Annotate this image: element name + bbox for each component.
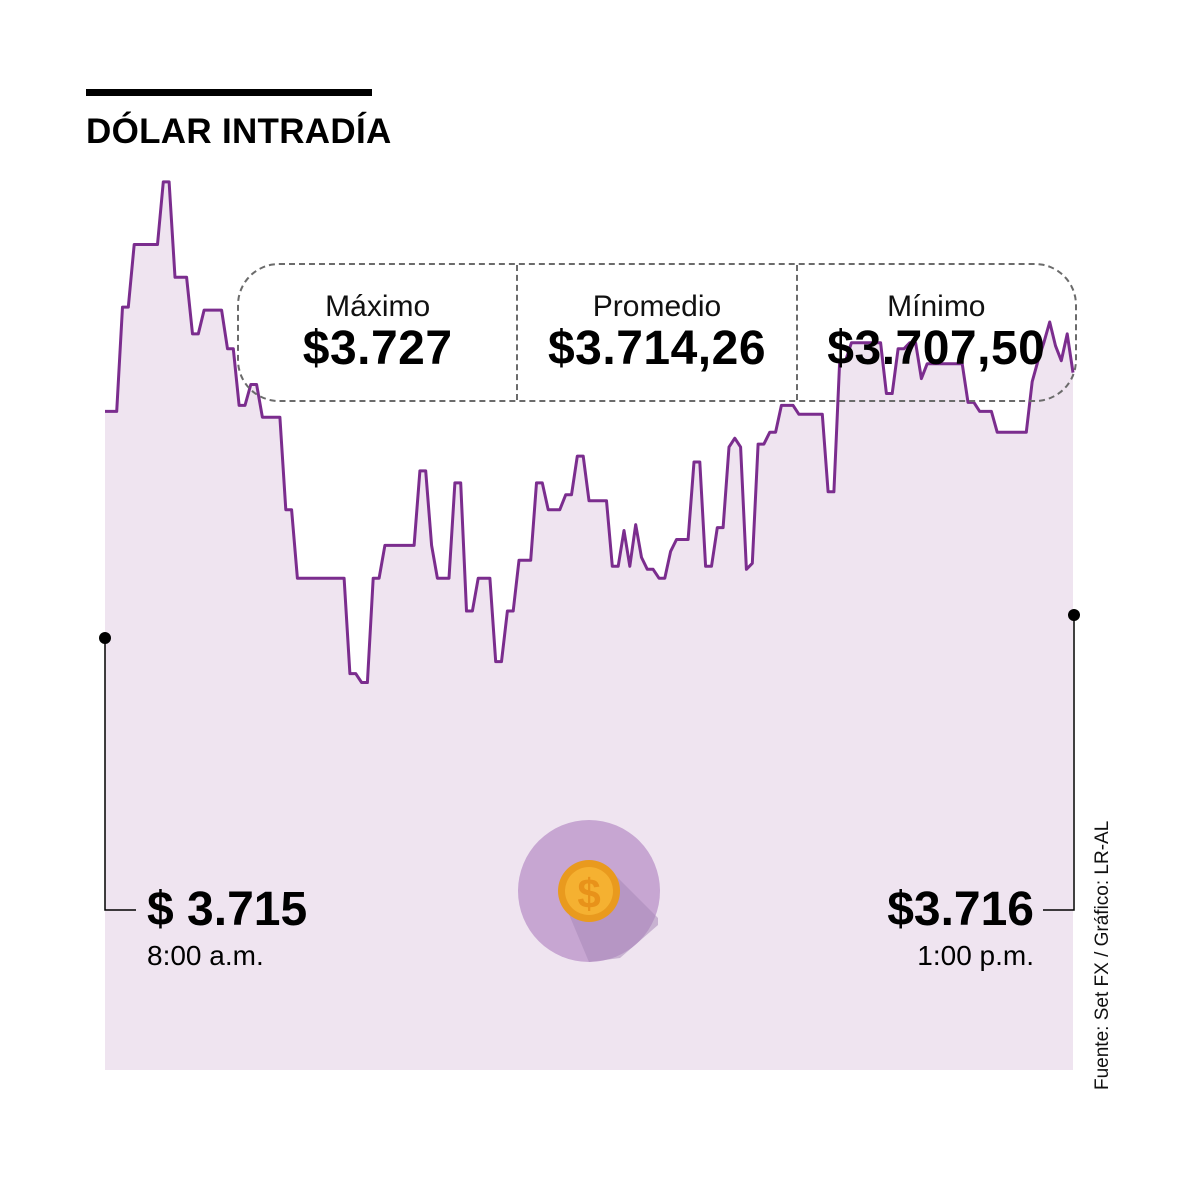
stat-label: Mínimo	[887, 289, 986, 323]
opening-price-value: $ 3.715	[147, 883, 308, 936]
closing-price: $3.716 1:00 p.m.	[887, 884, 1034, 972]
stat-label: Promedio	[592, 289, 722, 323]
title-rule	[86, 89, 372, 96]
stats-summary-box: Máximo $3.727 Promedio $3.714,26 Mínimo …	[237, 263, 1077, 402]
start-point-marker	[99, 632, 111, 644]
stat-value: $3.727	[302, 321, 453, 375]
opening-price: $ 3.715 8:00 a.m.	[147, 884, 307, 972]
opening-time: 8:00 a.m.	[147, 940, 264, 971]
price-area	[105, 181, 1073, 1070]
dollar-sign-glyph: $	[577, 870, 600, 917]
price-line	[105, 180, 1075, 684]
end-leader-line	[1043, 615, 1075, 911]
stat-maximum: Máximo $3.727	[239, 265, 516, 400]
closing-price-value: $3.716	[887, 883, 1034, 936]
end-point-marker	[1068, 609, 1080, 621]
start-leader-line	[104, 638, 136, 911]
stat-value: $3.707,50	[827, 321, 1046, 375]
source-credit: Fuente: Set FX / Gráfico: LR-AL	[1092, 820, 1113, 1090]
closing-time: 1:00 p.m.	[917, 940, 1034, 971]
stat-label: Máximo	[325, 289, 431, 323]
chart-title: DÓLAR INTRADÍA	[86, 112, 392, 151]
stat-value: $3.714,26	[547, 321, 767, 375]
coin-inner	[565, 867, 613, 915]
dollar-coin-icon: $	[518, 820, 660, 962]
stat-average: Promedio $3.714,26	[516, 265, 795, 400]
stat-minimum: Mínimo $3.707,50	[795, 265, 1075, 400]
